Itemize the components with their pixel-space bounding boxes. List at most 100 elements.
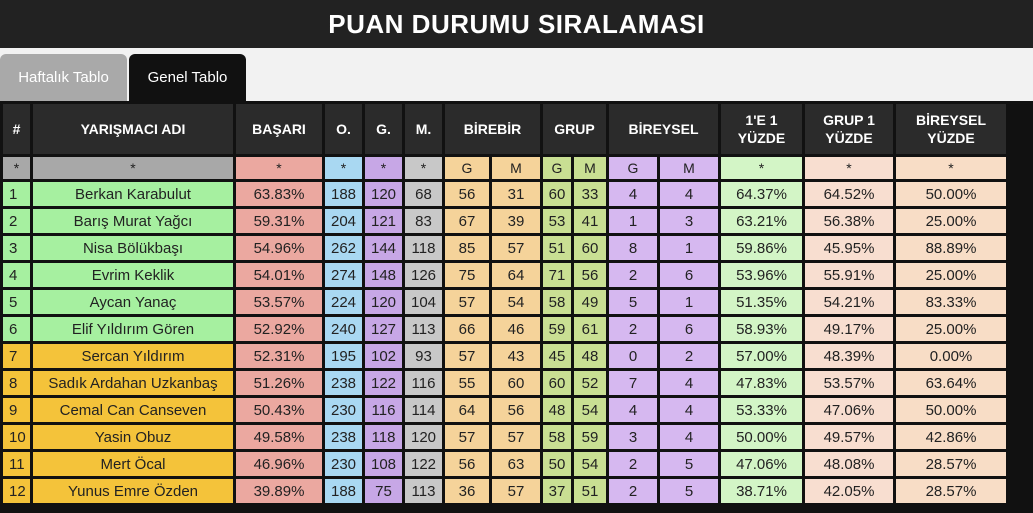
lost-cell: 120 [405, 425, 442, 449]
col-header-success[interactable]: BAŞARI [236, 104, 322, 154]
lost-cell: 93 [405, 344, 442, 368]
birebir-m-cell: 43 [492, 344, 540, 368]
table-row[interactable]: 4 Evrim Keklik 54.01% 274 148 126 75 64 71 56 2 6 53… [3, 263, 1006, 287]
filter-bireysel-percent[interactable]: * [896, 157, 1006, 179]
name-cell: Berkan Karabulut [33, 182, 233, 206]
bireysel-m-cell: 4 [660, 371, 718, 395]
table-row[interactable]: 1 Berkan Karabulut 63.83% 188 120 68 56 31 60 33 4… [3, 182, 1006, 206]
birebir-m-cell: 56 [492, 398, 540, 422]
success-cell: 53.57% [236, 290, 322, 314]
sub-header-birebir-g[interactable]: G [445, 157, 489, 179]
played-cell: 238 [325, 425, 362, 449]
success-cell: 54.01% [236, 263, 322, 287]
filter-grup-percent[interactable]: * [805, 157, 893, 179]
sub-header-grup-m[interactable]: M [574, 157, 606, 179]
grup-g-cell: 71 [543, 263, 571, 287]
name-cell: Barış Murat Yağcı [33, 209, 233, 233]
bireysel-m-cell: 1 [660, 290, 718, 314]
filter-success[interactable]: * [236, 157, 322, 179]
birebir-m-cell: 64 [492, 263, 540, 287]
tab-bar: Haftalık Tablo Genel Tablo [0, 48, 1033, 101]
filter-won[interactable]: * [365, 157, 402, 179]
col-header-rank[interactable]: # [3, 104, 30, 154]
name-cell: Sercan Yıldırım [33, 344, 233, 368]
bireysel-percent-cell: 0.00% [896, 344, 1006, 368]
won-cell: 120 [365, 182, 402, 206]
filter-played[interactable]: * [325, 157, 362, 179]
grup-g-cell: 45 [543, 344, 571, 368]
1e1-percent-cell: 57.00% [721, 344, 802, 368]
grup-g-cell: 60 [543, 182, 571, 206]
name-cell: Elif Yıldırım Gören [33, 317, 233, 341]
bireysel-m-cell: 5 [660, 479, 718, 503]
sub-header-bireysel-m[interactable]: M [660, 157, 718, 179]
lost-cell: 116 [405, 371, 442, 395]
won-cell: 121 [365, 209, 402, 233]
col-header-1e1-line2: YÜZDE [737, 130, 786, 146]
filter-rank[interactable]: * [3, 157, 30, 179]
filter-1e1-percent[interactable]: * [721, 157, 802, 179]
bireysel-percent-cell: 42.86% [896, 425, 1006, 449]
col-header-bireysel-percent[interactable]: BİREYSEL YÜZDE [896, 104, 1006, 154]
rank-cell: 11 [3, 452, 30, 476]
won-cell: 108 [365, 452, 402, 476]
bireysel-m-cell: 3 [660, 209, 718, 233]
bireysel-m-cell: 4 [660, 182, 718, 206]
table-row[interactable]: 8 Sadık Ardahan Uzkanbaş 51.26% 238 122 116 55… [3, 371, 1006, 395]
table-row[interactable]: 5 Aycan Yanaç 53.57% 224 120 104 57 54 58 49 5 1 51.… [3, 290, 1006, 314]
sub-header-grup-g[interactable]: G [543, 157, 571, 179]
col-header-1e1-percent[interactable]: 1'E 1 YÜZDE [721, 104, 802, 154]
col-header-won[interactable]: G. [365, 104, 402, 154]
filter-lost[interactable]: * [405, 157, 442, 179]
table-row[interactable]: 7 Sercan Yıldırım 52.31% 195 102 93 57 43 45 48 0 2… [3, 344, 1006, 368]
col-header-bireysel-line1: BİREYSEL [915, 112, 986, 128]
name-cell: Mert Öcal [33, 452, 233, 476]
rank-cell: 10 [3, 425, 30, 449]
success-cell: 39.89% [236, 479, 322, 503]
tab-general[interactable]: Genel Tablo [129, 54, 246, 101]
col-header-name[interactable]: YARIŞMACI ADI [33, 104, 233, 154]
1e1-percent-cell: 51.35% [721, 290, 802, 314]
bireysel-percent-cell: 25.00% [896, 317, 1006, 341]
table-row[interactable]: 9 Cemal Can Canseven 50.43% 230 116 114 64 56 48… [3, 398, 1006, 422]
grup-percent-cell: 64.52% [805, 182, 893, 206]
grup-percent-cell: 47.06% [805, 398, 893, 422]
table-row[interactable]: 2 Barış Murat Yağcı 59.31% 204 121 83 67 39 53 41… [3, 209, 1006, 233]
col-header-birebir[interactable]: BİREBİR [445, 104, 540, 154]
birebir-g-cell: 85 [445, 236, 489, 260]
col-header-grup-percent[interactable]: GRUP 1 YÜZDE [805, 104, 893, 154]
played-cell: 274 [325, 263, 362, 287]
table-row[interactable]: 3 Nisa Bölükbaşı 54.96% 262 144 118 85 57 51 60 8 1… [3, 236, 1006, 260]
birebir-g-cell: 57 [445, 344, 489, 368]
name-cell: Cemal Can Canseven [33, 398, 233, 422]
sub-header-birebir-m[interactable]: M [492, 157, 540, 179]
played-cell: 224 [325, 290, 362, 314]
success-cell: 51.26% [236, 371, 322, 395]
table-row[interactable]: 11 Mert Öcal 46.96% 230 108 122 56 63 50 54 2 5 47.0… [3, 452, 1006, 476]
table-row[interactable]: 10 Yasin Obuz 49.58% 238 118 120 57 57 58 59 3 4 50.… [3, 425, 1006, 449]
page-title: PUAN DURUMU SIRALAMASI [0, 0, 1033, 48]
filter-name[interactable]: * [33, 157, 233, 179]
table-row[interactable]: 6 Elif Yıldırım Gören 52.92% 240 127 113 66 46 5… [3, 317, 1006, 341]
birebir-m-cell: 57 [492, 479, 540, 503]
played-cell: 240 [325, 317, 362, 341]
won-cell: 148 [365, 263, 402, 287]
tab-weekly[interactable]: Haftalık Tablo [0, 54, 127, 101]
sub-header-bireysel-g[interactable]: G [609, 157, 657, 179]
grup-m-cell: 51 [574, 479, 606, 503]
col-header-grup[interactable]: GRUP [543, 104, 606, 154]
won-cell: 144 [365, 236, 402, 260]
grup-m-cell: 33 [574, 182, 606, 206]
bireysel-m-cell: 1 [660, 236, 718, 260]
table-row[interactable]: 12 Yunus Emre Özden 39.89% 188 75 113 36 57 37 51… [3, 479, 1006, 503]
standings-table-container: # YARIŞMACI ADI BAŞARI O. G. M. BİREBİR … [0, 101, 1033, 513]
col-header-bireysel[interactable]: BİREYSEL [609, 104, 718, 154]
lost-cell: 83 [405, 209, 442, 233]
name-cell: Evrim Keklik [33, 263, 233, 287]
1e1-percent-cell: 63.21% [721, 209, 802, 233]
col-header-played[interactable]: O. [325, 104, 362, 154]
col-header-lost[interactable]: M. [405, 104, 442, 154]
bireysel-percent-cell: 88.89% [896, 236, 1006, 260]
col-header-bireysel-line2: YÜZDE [927, 130, 975, 146]
grup-m-cell: 54 [574, 452, 606, 476]
